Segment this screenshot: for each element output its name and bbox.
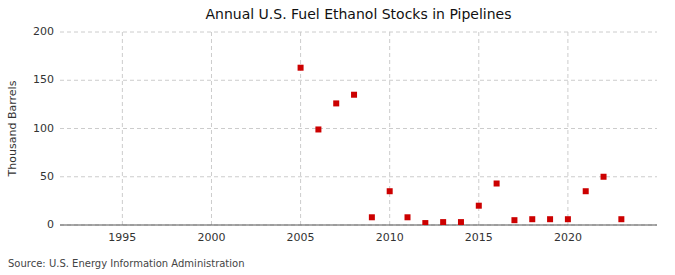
x-axis-line [60,225,657,226]
x-grid-line [300,32,301,225]
point [601,174,607,180]
point [369,214,375,220]
point [529,216,535,222]
point [511,217,517,223]
chart-container: 0 50 100 150 200 1995 2000 2005 2010 2015 2020 Annu… [0,0,675,275]
source-note: Source: U.S. Energy Information Administ… [8,258,245,269]
x-tick-label: 2010 [376,231,404,244]
y-tick-label: 100 [33,122,54,135]
axes: 0 50 100 150 200 1995 2000 2005 2010 2015 2020 [33,25,657,244]
points [298,65,625,225]
y-tick-label: 150 [33,73,54,86]
x-grid-line [122,32,123,225]
point [494,181,500,187]
x-tick-label: 2020 [554,231,582,244]
y-grid-line [60,225,657,226]
point [351,92,357,98]
x-grid-line [211,32,212,225]
point [565,216,571,222]
point [618,216,624,222]
point [333,100,339,106]
x-tick-label: 2000 [197,231,225,244]
y-axis-label: Thousand Barrels [6,80,19,177]
chart-svg: 0 50 100 150 200 1995 2000 2005 2010 2015 2020 Annu… [0,0,675,275]
point [583,188,589,194]
x-tick-label: 1995 [108,231,136,244]
y-tick-label: 50 [40,170,54,183]
x-grid-line [567,32,568,225]
point [387,188,393,194]
y-tick-label: 200 [33,25,54,38]
y-grid-line [60,176,657,177]
point [405,214,411,220]
y-grid-line [60,128,657,129]
point [298,65,304,71]
grid [60,32,657,225]
point [315,126,321,132]
y-grid-line [60,80,657,81]
x-grid-line [389,32,390,225]
point [458,219,464,225]
point [547,216,553,222]
point [440,219,446,225]
x-grid-line [478,32,479,225]
x-tick-label: 2005 [287,231,315,244]
point [422,220,428,225]
y-tick-label: 0 [47,218,54,231]
chart-title: Annual U.S. Fuel Ethanol Stocks in Pipel… [205,6,511,22]
point [476,203,482,209]
x-tick-label: 2015 [465,231,493,244]
